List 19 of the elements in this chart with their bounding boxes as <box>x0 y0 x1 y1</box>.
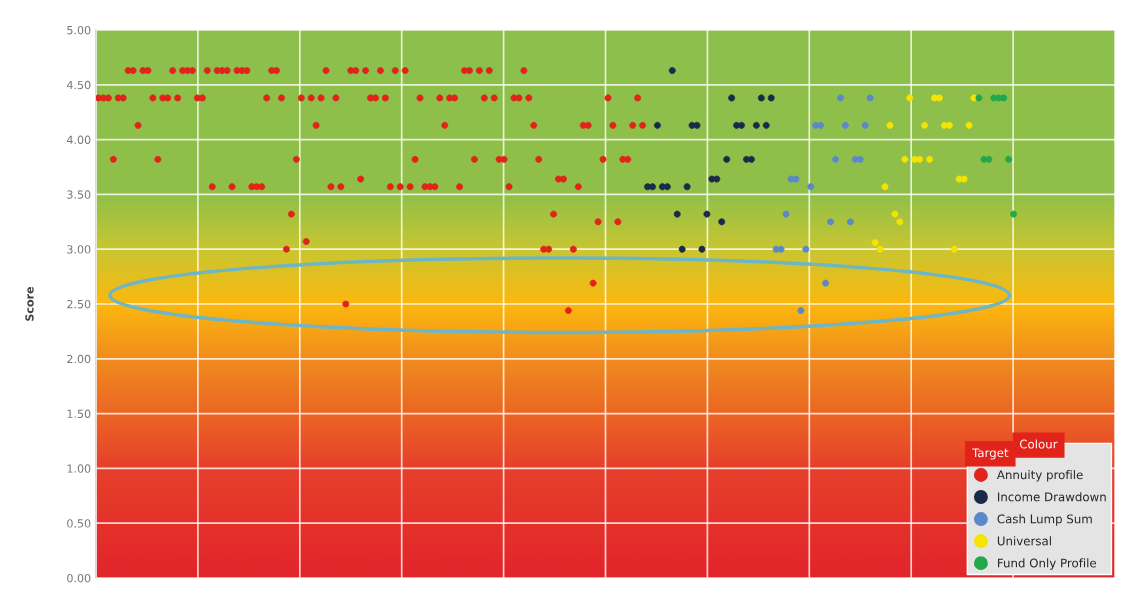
y-axis-title: Score <box>25 286 34 321</box>
y-tick-label: 3.00 <box>67 245 91 254</box>
legend-label: Fund Only Profile <box>998 558 1097 570</box>
y-tick-label: 2.50 <box>67 299 91 309</box>
y-tick-label: 4.50 <box>66 80 91 90</box>
y-tick-label: 5.00 <box>67 25 91 35</box>
legend-label: Annuity profile <box>996 470 1083 482</box>
y-tick-label: 3.50 <box>67 190 91 199</box>
y-tick-label: 0.50 <box>67 519 91 528</box>
y-tick-label: 0.00 <box>67 573 91 583</box>
legend-label: Universal <box>997 536 1051 546</box>
y-tick-label: 1.00 <box>67 464 91 473</box>
y-tick-label: 2.00 <box>67 354 91 364</box>
y-tick-label: 4.00 <box>66 135 91 144</box>
legend-label: Cash Lump Sum <box>997 514 1092 526</box>
y-tick-label: 1.50 <box>67 409 91 418</box>
legend-title: Target <box>972 448 1009 460</box>
legend-label: Income Drawdown <box>998 492 1106 502</box>
annotation: Colour <box>1019 439 1058 449</box>
